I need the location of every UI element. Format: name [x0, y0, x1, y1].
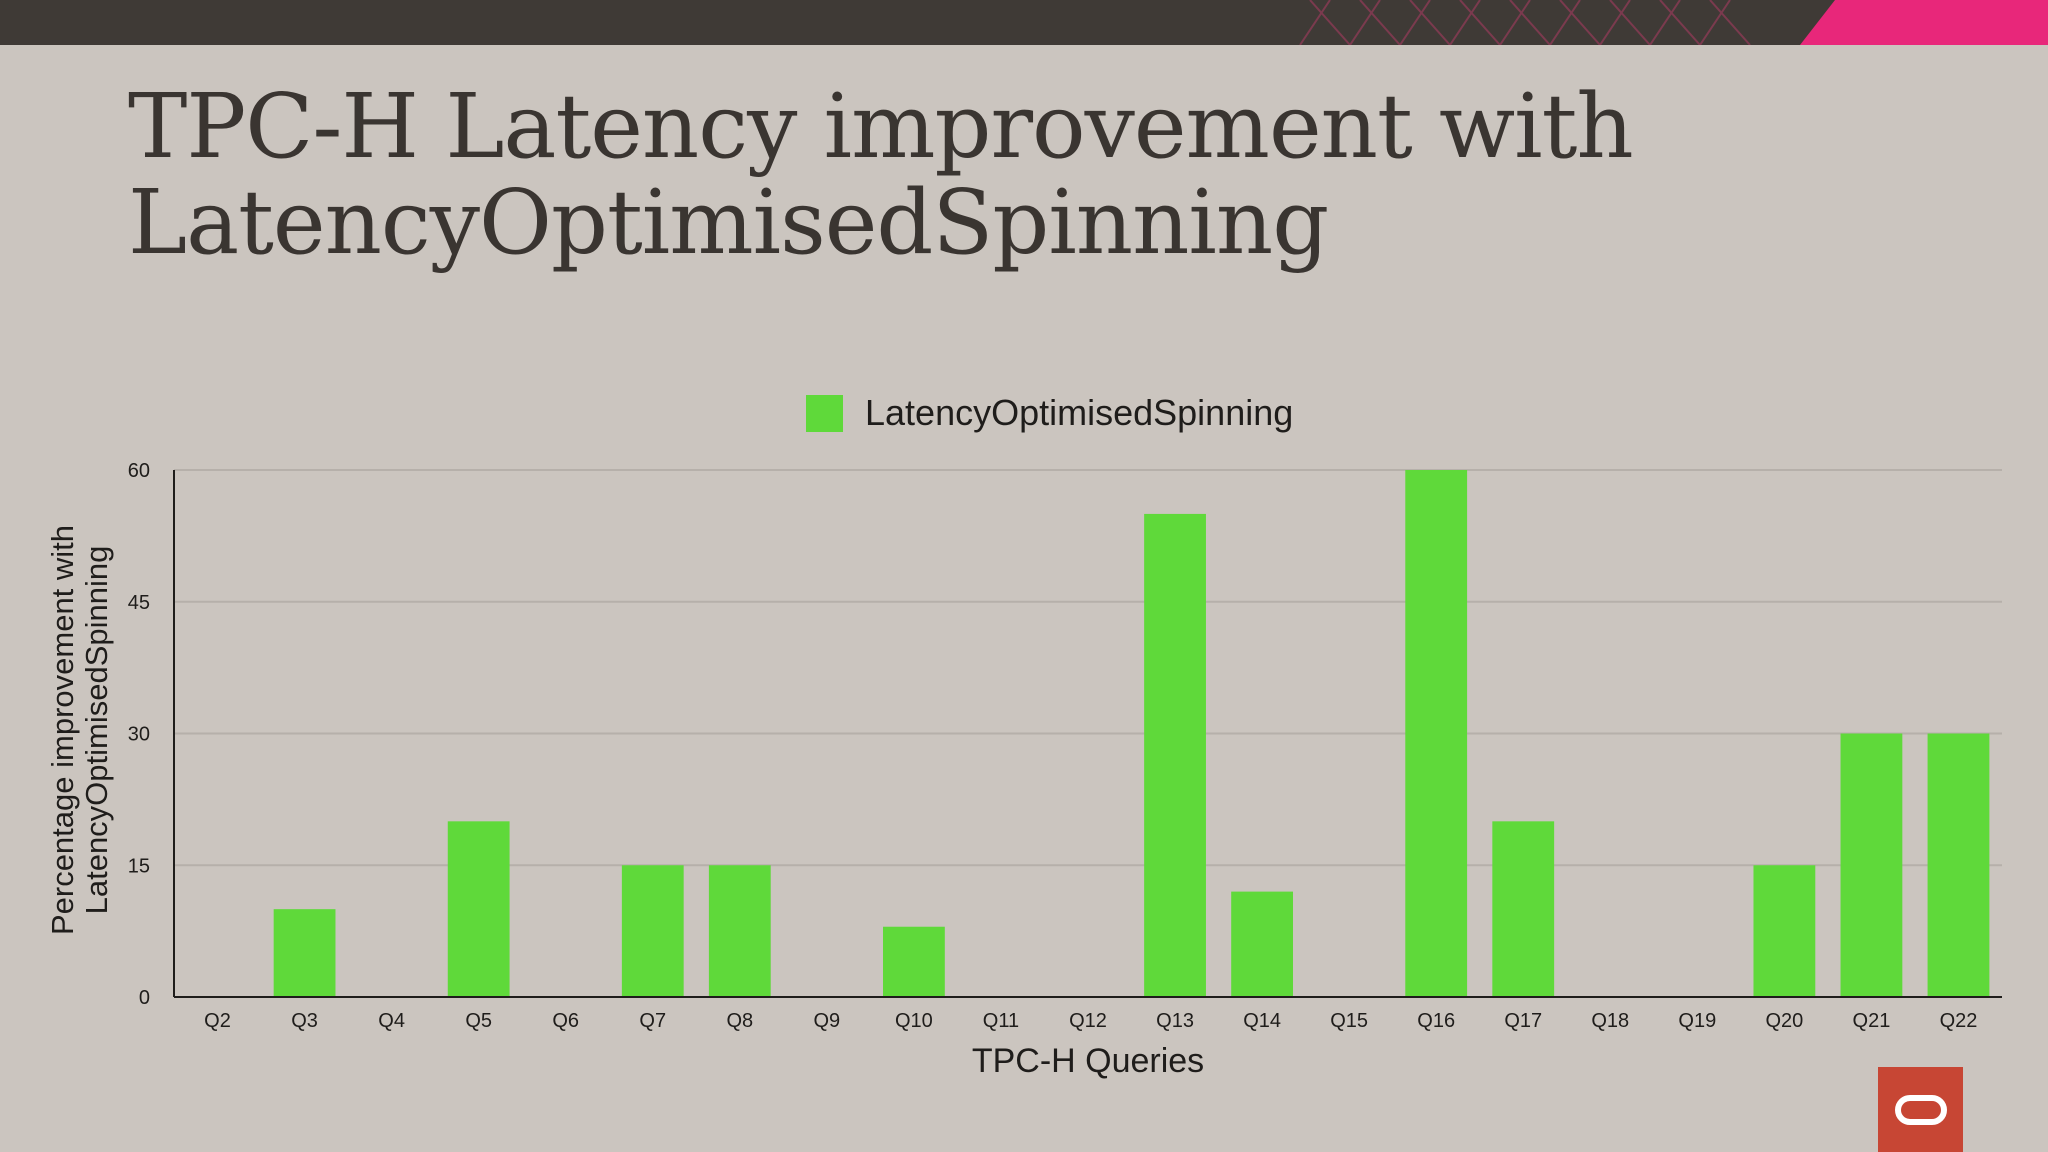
legend-swatch [806, 394, 843, 432]
bar [447, 821, 510, 997]
bar [883, 926, 945, 997]
x-tick-label: Q15 [1330, 1010, 1368, 1032]
x-tick-label: Q16 [1417, 1010, 1455, 1032]
oracle-logo-icon [1878, 1067, 1963, 1152]
x-tick-label: Q8 [726, 1010, 753, 1032]
x-tick-label: Q10 [895, 1010, 933, 1032]
x-tick-label: Q20 [1765, 1010, 1803, 1032]
bar [1492, 821, 1555, 997]
x-tick-label: Q17 [1504, 1010, 1542, 1032]
x-tick-label: Q18 [1591, 1010, 1629, 1032]
bar [708, 865, 771, 997]
x-tick-label: Q12 [1069, 1010, 1107, 1032]
axes [173, 470, 2002, 998]
bar [621, 865, 684, 997]
y-axis-title-wrapper: Percentage improvement with LatencyOptim… [40, 490, 120, 970]
x-axis-title: TPC-H Queries [971, 1042, 1205, 1080]
x-tick-label: Q6 [552, 1010, 579, 1032]
y-tick-label: 0 [139, 987, 150, 1009]
x-tick-label: Q7 [639, 1010, 666, 1032]
bars [273, 470, 1990, 997]
x-tick-label: Q22 [1940, 1010, 1978, 1032]
x-tick-label: Q13 [1156, 1010, 1194, 1032]
decorative-pattern [1299, 0, 2048, 45]
logo-ring [1894, 1094, 1947, 1125]
bar [1405, 470, 1468, 997]
x-tick-label: Q4 [378, 1010, 405, 1032]
y-tick-label: 15 [128, 855, 150, 877]
bar [1144, 513, 1206, 997]
y-tick-label: 30 [128, 724, 150, 746]
title-line-1: TPC-H Latency improvement with [128, 74, 1634, 178]
title-line-2: LatencyOptimisedSpinning [128, 170, 1329, 274]
grid-lines [174, 469, 2002, 867]
bar [1927, 733, 1990, 997]
chart-legend: LatencyOptimisedSpinning [806, 392, 1293, 434]
accent-stripe [1800, 0, 2048, 45]
legend-label: LatencyOptimisedSpinning [865, 392, 1294, 433]
x-tick-label: Q14 [1243, 1010, 1281, 1032]
y-axis-title: Percentage improvement with LatencyOptim… [45, 524, 114, 936]
x-tick-label: Q2 [204, 1010, 231, 1032]
x-tick-label: Q3 [291, 1010, 318, 1032]
y-tick-label: 60 [128, 460, 150, 482]
y-tick-label: 45 [128, 592, 150, 614]
tick-labels: 0 15 30 45 60 Q2 Q3 Q4 Q5 Q6 Q7 Q8 Q9 Q10 Q11 Q12 Q13 Q14… [128, 460, 1978, 1032]
bar [1231, 891, 1293, 997]
bar [1753, 865, 1816, 997]
x-tick-label: Q5 [465, 1010, 492, 1032]
bar [273, 909, 336, 997]
x-tick-label: Q19 [1678, 1010, 1716, 1032]
top-banner [0, 0, 2048, 45]
bar [1840, 733, 1903, 997]
x-tick-label: Q9 [814, 1010, 841, 1032]
x-tick-label: Q21 [1853, 1010, 1891, 1032]
slide-title: TPC-H Latency improvement with LatencyOp… [128, 78, 1828, 270]
x-tick-label: Q11 [983, 1010, 1019, 1032]
